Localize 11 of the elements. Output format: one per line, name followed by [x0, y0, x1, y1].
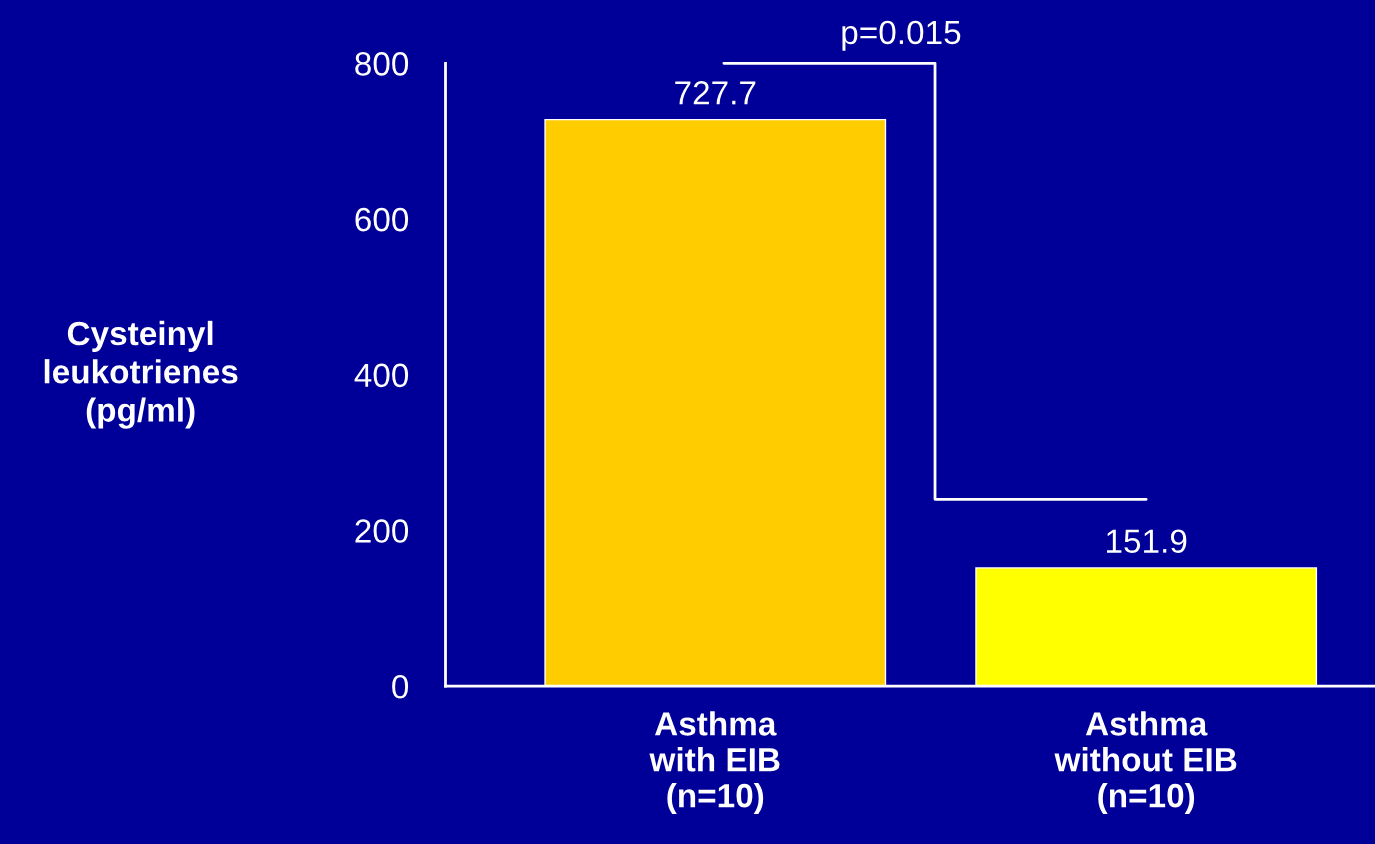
y-tick-label: 600: [355, 207, 409, 232]
y-tick-label: 200: [355, 519, 409, 543]
y-tick-label: 800: [355, 52, 409, 76]
y-axis-title: Cysteinyl leukotrienes (pg/ml): [44, 320, 238, 429]
y-tick-label: 0: [392, 674, 409, 699]
x-tick-label: Asthma without EIB (n=10): [1054, 711, 1237, 815]
data-label: 151.9: [1107, 529, 1187, 553]
y-tick-label: 400: [354, 363, 409, 388]
x-tick-label: Asthma with EIB (n=10): [649, 711, 780, 815]
data-label: 727.7: [675, 81, 756, 105]
text: p=0.015: [842, 20, 961, 51]
